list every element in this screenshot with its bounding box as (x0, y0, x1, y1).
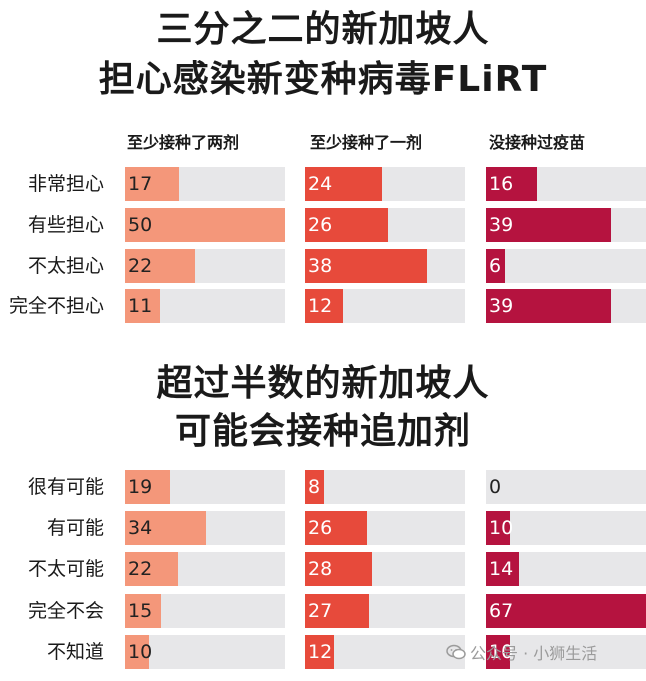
series-header: 至少接种了两剂 (127, 133, 240, 152)
chart-title-line: 超过半数的新加坡人 (156, 363, 490, 404)
bar-value-label: 10 (128, 641, 153, 663)
bar-track: 16 (486, 167, 646, 201)
bar (125, 594, 161, 628)
bar-value-label: 34 (128, 517, 153, 539)
bar-value-label: 10 (489, 641, 514, 663)
bar-value-label: 10 (489, 517, 514, 539)
bar (125, 511, 207, 545)
bar-track: 50 (125, 208, 285, 242)
bar-track: 26 (305, 208, 465, 242)
bar-value-label: 15 (128, 600, 153, 622)
bar-value-label: 22 (128, 558, 153, 580)
bar (305, 249, 427, 283)
bar-track: 10 (486, 511, 646, 545)
category-label: 完全不担心 (8, 295, 104, 317)
watermark-text: 公众号 · 小狮生活 (470, 644, 598, 663)
bar-track: 8 (305, 470, 465, 504)
bar-track: 34 (125, 511, 285, 545)
bar-value-label: 24 (308, 173, 333, 195)
bar (486, 289, 611, 323)
bar-track: 10 (486, 635, 646, 669)
category-label: 有些担心 (27, 214, 104, 236)
bar (125, 289, 161, 323)
bar-track: 38 (305, 249, 465, 283)
bar (305, 289, 344, 323)
bar (486, 249, 506, 283)
bar-value-label: 8 (308, 476, 321, 498)
bar (125, 470, 171, 504)
bar (305, 635, 334, 669)
bar-track: 17 (125, 167, 285, 201)
category-label: 不知道 (46, 641, 104, 663)
bar-track: 6 (486, 249, 646, 283)
bar-track: 12 (305, 635, 465, 669)
bar-track: 67 (486, 594, 646, 628)
bar-value-label: 39 (489, 214, 514, 236)
bar (125, 249, 196, 283)
bar (486, 552, 520, 586)
category-label: 完全不会 (27, 600, 104, 622)
bar (125, 635, 149, 669)
category-label: 非常担心 (27, 173, 104, 195)
bar-track: 10 (125, 635, 285, 669)
bar-track: 22 (125, 552, 285, 586)
bar (305, 208, 389, 242)
series-header: 没接种过疫苗 (489, 133, 586, 152)
bar-track: 24 (305, 167, 465, 201)
bar (305, 511, 368, 545)
bar-track: 28 (305, 552, 465, 586)
bar (125, 552, 178, 586)
bar-value-label: 28 (308, 558, 333, 580)
bar-track: 12 (305, 289, 465, 323)
bar (305, 552, 372, 586)
bar-track: 11 (125, 289, 285, 323)
bar (125, 208, 285, 242)
bar (125, 167, 180, 201)
bar (305, 594, 370, 628)
bar-value-label: 14 (489, 558, 514, 580)
bar-value-label: 26 (308, 517, 333, 539)
bar-value-label: 67 (489, 600, 514, 622)
bar-track: 19 (125, 470, 285, 504)
bar-value-label: 12 (308, 641, 333, 663)
bar-value-label: 17 (128, 173, 153, 195)
bar-value-label: 0 (489, 476, 502, 498)
bar (486, 511, 510, 545)
watermark: 公众号 · 小狮生活 (446, 642, 597, 667)
bar-value-label: 50 (128, 214, 153, 236)
chart-title-line: 三分之二的新加坡人 (156, 9, 490, 50)
bar-track: 15 (125, 594, 285, 628)
bar-value-label: 22 (128, 255, 153, 277)
bar-track: 39 (486, 289, 646, 323)
bar-value-label: 26 (308, 214, 333, 236)
bar-value-label: 12 (308, 295, 333, 317)
bar-value-label: 27 (308, 600, 333, 622)
category-label: 有可能 (46, 517, 104, 539)
series-header: 至少接种了一剂 (310, 133, 423, 152)
bar (305, 167, 382, 201)
bar-value-label: 19 (128, 476, 153, 498)
bar-track: 26 (305, 511, 465, 545)
bar (486, 208, 611, 242)
category-label: 很有可能 (27, 476, 104, 498)
category-label: 不太可能 (27, 558, 104, 580)
bar (305, 470, 325, 504)
bar-track: 0 (486, 470, 646, 504)
bar-track: 14 (486, 552, 646, 586)
wechat-icon (446, 643, 466, 667)
bar-value-label: 6 (489, 255, 502, 277)
bar (486, 635, 510, 669)
bar-value-label: 38 (308, 255, 333, 277)
chart-title-line: 担心感染新变种病毒FLiRT (98, 59, 548, 100)
category-label: 不太担心 (27, 255, 104, 277)
bar-value-label: 39 (489, 295, 514, 317)
bar-track: 22 (125, 249, 285, 283)
bar-value-label: 11 (128, 295, 153, 317)
bar (486, 167, 538, 201)
chart-title-line: 可能会接种追加剂 (174, 411, 471, 452)
bar-value-label: 16 (489, 173, 514, 195)
bar-track: 39 (486, 208, 646, 242)
bar (486, 594, 646, 628)
bar-track: 27 (305, 594, 465, 628)
